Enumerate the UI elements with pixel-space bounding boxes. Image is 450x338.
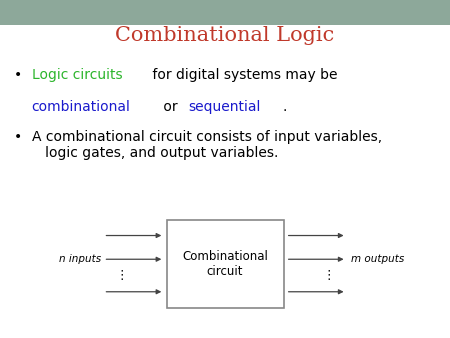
Text: combinational: combinational	[32, 100, 130, 114]
Text: or: or	[159, 100, 182, 114]
Text: .: .	[282, 100, 287, 114]
Text: Combinational Logic: Combinational Logic	[115, 26, 335, 45]
Text: •: •	[14, 130, 22, 144]
Text: ⋮: ⋮	[322, 269, 335, 282]
Text: m outputs: m outputs	[351, 254, 404, 264]
Text: n inputs: n inputs	[59, 254, 101, 264]
Text: •: •	[14, 68, 22, 81]
Text: Logic circuits: Logic circuits	[32, 68, 122, 81]
Text: ⋮: ⋮	[115, 269, 128, 282]
Bar	[166, 220, 284, 308]
Bar	[0, 0, 450, 25]
Text: A combinational circuit consists of input variables,
   logic gates, and output : A combinational circuit consists of inpu…	[32, 130, 382, 160]
Text: Combinational
circuit: Combinational circuit	[182, 250, 268, 277]
Text: for digital systems may be: for digital systems may be	[148, 68, 338, 81]
Text: sequential: sequential	[189, 100, 261, 114]
